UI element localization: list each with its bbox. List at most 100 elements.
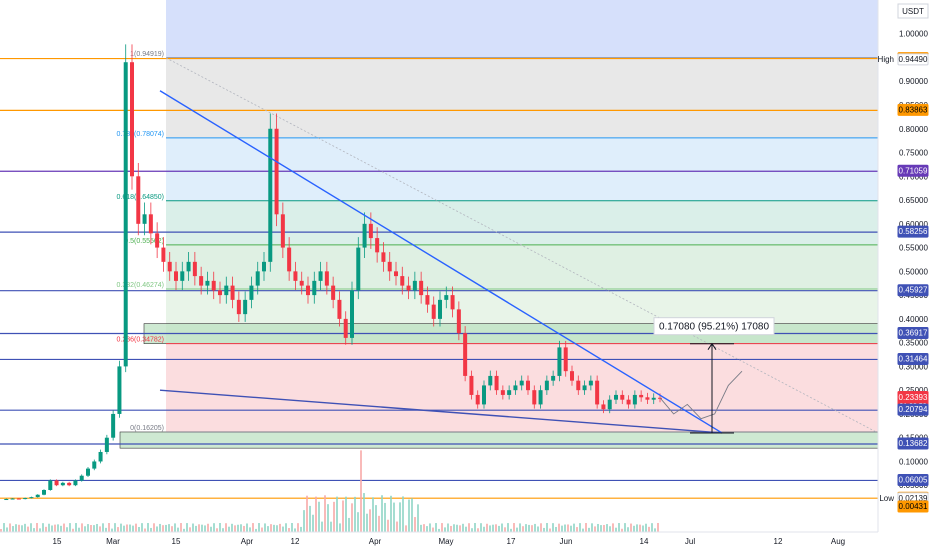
candle-body[interactable]	[42, 489, 46, 495]
candle-body[interactable]	[368, 223, 373, 239]
candle-body[interactable]	[406, 285, 411, 291]
candle-body[interactable]	[224, 285, 229, 296]
candle-body[interactable]	[331, 285, 336, 300]
candle-body[interactable]	[387, 261, 392, 272]
candle-body[interactable]	[280, 214, 285, 248]
candle-body[interactable]	[570, 371, 574, 381]
candle-body[interactable]	[412, 280, 417, 291]
candle-body[interactable]	[614, 394, 618, 400]
candle-body[interactable]	[73, 480, 78, 486]
candle-body[interactable]	[651, 397, 656, 400]
upper-trendline[interactable]	[159, 90, 723, 434]
candle-body[interactable]	[419, 280, 424, 296]
candle-body[interactable]	[186, 261, 191, 272]
candle-body[interactable]	[563, 347, 568, 372]
price-label[interactable]	[897, 53, 929, 66]
candle-body[interactable]	[117, 366, 122, 414]
candle-body[interactable]	[205, 280, 210, 286]
price-axis[interactable]	[878, 0, 932, 550]
candle-body[interactable]	[488, 375, 493, 386]
candle-body[interactable]	[519, 380, 524, 386]
candle-body[interactable]	[92, 461, 97, 469]
candle-body[interactable]	[626, 399, 631, 405]
candle-body[interactable]	[588, 380, 593, 386]
candle-body[interactable]	[268, 128, 273, 262]
price-label[interactable]	[897, 284, 929, 297]
candle-body[interactable]	[431, 304, 436, 319]
candle-body[interactable]	[601, 404, 606, 410]
candle-body[interactable]	[249, 285, 254, 300]
time-axis[interactable]	[0, 532, 878, 550]
candle-body[interactable]	[337, 299, 342, 319]
lower-trendline[interactable]	[159, 389, 723, 434]
candle-body[interactable]	[444, 295, 449, 300]
candle-body[interactable]	[123, 62, 128, 367]
candle-body[interactable]	[463, 333, 468, 376]
candle-body[interactable]	[551, 375, 556, 381]
candle-body[interactable]	[362, 223, 367, 248]
candle-body[interactable]	[425, 295, 430, 305]
candle-body[interactable]	[79, 475, 84, 481]
candle-body[interactable]	[10, 498, 15, 500]
candle-body[interactable]	[557, 347, 562, 376]
candle-body[interactable]	[16, 498, 21, 500]
candle-body[interactable]	[507, 390, 512, 395]
candle-body[interactable]	[620, 394, 625, 400]
candle-body[interactable]	[136, 176, 141, 224]
candle-body[interactable]	[54, 480, 59, 486]
candle-body[interactable]	[98, 451, 103, 462]
candle-body[interactable]	[607, 399, 612, 410]
candle-body[interactable]	[236, 299, 241, 315]
candle-body[interactable]	[639, 394, 644, 398]
candle-body[interactable]	[262, 261, 266, 272]
candle-body[interactable]	[255, 271, 260, 286]
candle-body[interactable]	[356, 247, 361, 291]
support-box[interactable]	[119, 431, 879, 449]
candle-body[interactable]	[218, 290, 222, 296]
candle-body[interactable]	[450, 295, 455, 310]
candle-body[interactable]	[306, 285, 310, 296]
candle-body[interactable]	[318, 271, 323, 281]
candle-body[interactable]	[167, 261, 172, 272]
candle-body[interactable]	[494, 375, 499, 391]
candle-body[interactable]	[544, 380, 549, 391]
candle-body[interactable]	[155, 233, 160, 248]
price-label[interactable]	[897, 403, 929, 416]
candle-body[interactable]	[526, 380, 530, 391]
candle-body[interactable]	[67, 482, 72, 486]
candle-body[interactable]	[343, 318, 348, 338]
candle-body[interactable]	[299, 280, 304, 286]
candle-body[interactable]	[375, 238, 380, 253]
candle-body[interactable]	[142, 214, 147, 224]
price-label[interactable]	[897, 103, 929, 116]
candle-body[interactable]	[29, 497, 34, 499]
candle-body[interactable]	[192, 261, 197, 277]
candle-body[interactable]	[475, 394, 480, 405]
candle-body[interactable]	[513, 385, 518, 391]
candle-body[interactable]	[532, 390, 537, 405]
currency-box[interactable]	[897, 3, 929, 19]
candle-body[interactable]	[48, 480, 53, 490]
candle-body[interactable]	[111, 413, 116, 438]
candle-body[interactable]	[312, 280, 317, 296]
candle-body[interactable]	[274, 128, 279, 215]
candle-body[interactable]	[456, 309, 461, 334]
candle-body[interactable]	[86, 468, 90, 476]
candle-body[interactable]	[211, 280, 216, 291]
candle-body[interactable]	[500, 390, 505, 395]
price-label[interactable]	[897, 352, 929, 365]
candle-body[interactable]	[582, 385, 587, 391]
candle-body[interactable]	[230, 285, 235, 300]
candle-body[interactable]	[350, 290, 354, 338]
candle-body[interactable]	[104, 437, 109, 452]
candle-body[interactable]	[400, 276, 405, 286]
candle-body[interactable]	[60, 482, 65, 486]
candle-body[interactable]	[482, 385, 486, 405]
candle-body[interactable]	[161, 247, 166, 262]
candle-body[interactable]	[576, 380, 581, 391]
candle-body[interactable]	[469, 375, 474, 395]
candle-body[interactable]	[148, 214, 153, 234]
candle-body[interactable]	[23, 498, 28, 500]
